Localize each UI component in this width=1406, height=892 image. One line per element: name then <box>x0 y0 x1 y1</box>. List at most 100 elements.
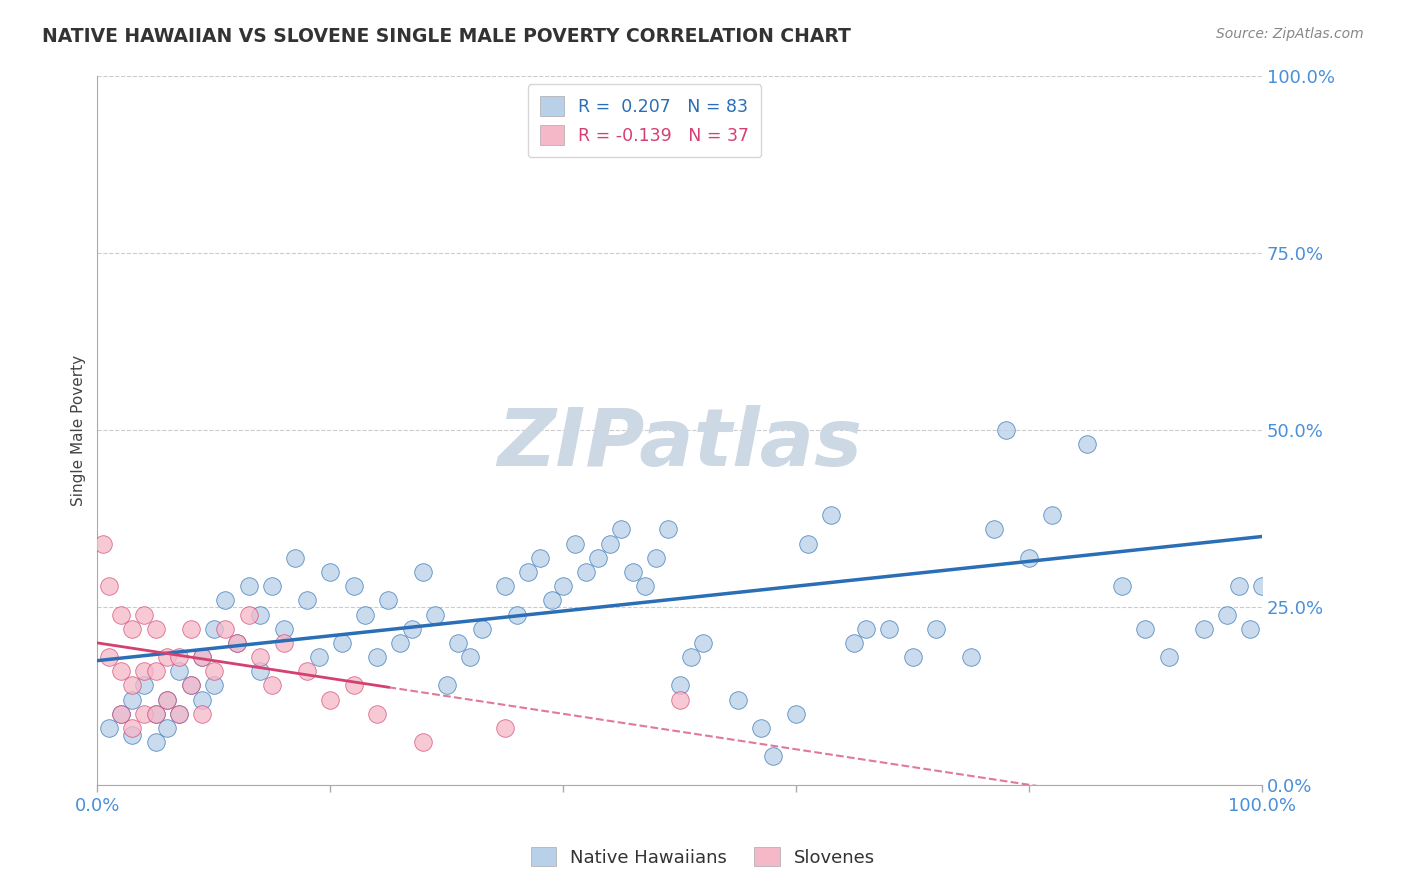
Point <box>494 579 516 593</box>
Point <box>925 622 948 636</box>
Point <box>319 692 342 706</box>
Point <box>575 565 598 579</box>
Point <box>1216 607 1239 622</box>
Point <box>167 706 190 721</box>
Point <box>180 622 202 636</box>
Point <box>540 593 562 607</box>
Point <box>855 622 877 636</box>
Point <box>1111 579 1133 593</box>
Point <box>762 749 785 764</box>
Point <box>621 565 644 579</box>
Point <box>796 536 818 550</box>
Text: Source: ZipAtlas.com: Source: ZipAtlas.com <box>1216 27 1364 41</box>
Point <box>214 593 236 607</box>
Point <box>156 692 179 706</box>
Point <box>1157 650 1180 665</box>
Point <box>284 550 307 565</box>
Point <box>681 650 703 665</box>
Point <box>110 706 132 721</box>
Point <box>167 665 190 679</box>
Point <box>191 650 214 665</box>
Point <box>471 622 494 636</box>
Point <box>668 678 690 692</box>
Legend: R =  0.207   N = 83, R = -0.139   N = 37: R = 0.207 N = 83, R = -0.139 N = 37 <box>527 84 762 157</box>
Point <box>145 665 167 679</box>
Point <box>494 721 516 735</box>
Point <box>145 622 167 636</box>
Point <box>145 706 167 721</box>
Point <box>191 650 214 665</box>
Point <box>98 721 121 735</box>
Point <box>249 650 271 665</box>
Point <box>98 579 121 593</box>
Point <box>727 692 749 706</box>
Point <box>377 593 399 607</box>
Point <box>132 678 155 692</box>
Point <box>645 550 668 565</box>
Point <box>844 636 866 650</box>
Point <box>1239 622 1261 636</box>
Point <box>167 706 190 721</box>
Point <box>564 536 586 550</box>
Point <box>994 423 1017 437</box>
Point <box>634 579 657 593</box>
Point <box>180 678 202 692</box>
Point <box>121 622 143 636</box>
Point <box>436 678 458 692</box>
Point <box>657 523 679 537</box>
Point <box>1227 579 1250 593</box>
Point <box>132 607 155 622</box>
Text: ZIPatlas: ZIPatlas <box>498 405 862 483</box>
Point <box>145 706 167 721</box>
Point <box>260 678 283 692</box>
Point <box>121 721 143 735</box>
Point <box>202 622 225 636</box>
Point <box>249 665 271 679</box>
Point <box>529 550 551 565</box>
Point <box>447 636 470 650</box>
Point <box>191 692 214 706</box>
Point <box>354 607 377 622</box>
Point <box>959 650 981 665</box>
Point <box>202 678 225 692</box>
Point <box>412 565 434 579</box>
Legend: Native Hawaiians, Slovenes: Native Hawaiians, Slovenes <box>523 840 883 874</box>
Point <box>412 735 434 749</box>
Point <box>1251 579 1274 593</box>
Point <box>295 593 318 607</box>
Point <box>132 706 155 721</box>
Point <box>901 650 924 665</box>
Point <box>226 636 249 650</box>
Text: NATIVE HAWAIIAN VS SLOVENE SINGLE MALE POVERTY CORRELATION CHART: NATIVE HAWAIIAN VS SLOVENE SINGLE MALE P… <box>42 27 851 45</box>
Point <box>342 678 364 692</box>
Point <box>1192 622 1215 636</box>
Point <box>423 607 446 622</box>
Point <box>91 536 114 550</box>
Point <box>389 636 412 650</box>
Point <box>238 607 260 622</box>
Point <box>249 607 271 622</box>
Point <box>98 650 121 665</box>
Point <box>121 678 143 692</box>
Point <box>749 721 772 735</box>
Point <box>610 523 633 537</box>
Point <box>586 550 609 565</box>
Point <box>156 721 179 735</box>
Point <box>692 636 714 650</box>
Point <box>273 636 295 650</box>
Point <box>121 692 143 706</box>
Point <box>517 565 540 579</box>
Point <box>877 622 900 636</box>
Point <box>295 665 318 679</box>
Point <box>110 607 132 622</box>
Point <box>1040 508 1063 523</box>
Point <box>553 579 575 593</box>
Point <box>260 579 283 593</box>
Point <box>1018 550 1040 565</box>
Point <box>1076 437 1098 451</box>
Point <box>820 508 842 523</box>
Point <box>226 636 249 650</box>
Point <box>156 650 179 665</box>
Point <box>319 565 342 579</box>
Point <box>342 579 364 593</box>
